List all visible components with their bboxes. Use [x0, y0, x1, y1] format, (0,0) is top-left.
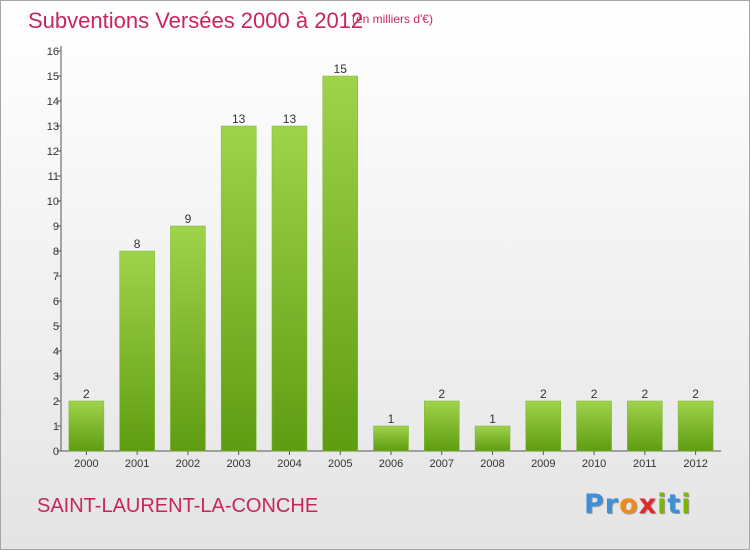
- logo-letter: i: [681, 489, 692, 520]
- bar-value-label: 1: [388, 412, 395, 426]
- x-tick-label: 2011: [633, 458, 657, 470]
- x-tick-label: 2004: [277, 458, 301, 470]
- logo-letter: i: [657, 489, 668, 520]
- bar[interactable]: [220, 125, 257, 452]
- y-tick-label: 1: [53, 421, 59, 433]
- y-tick-label: 12: [47, 146, 59, 158]
- y-tick-label: 2: [53, 396, 59, 408]
- bar-value-label: 2: [642, 387, 649, 401]
- y-tick-label: 0: [53, 446, 59, 458]
- y-tick-label: 3: [53, 371, 59, 383]
- x-tick-label: 2000: [74, 458, 98, 470]
- bar-value-label: 1: [489, 412, 496, 426]
- bar[interactable]: [373, 425, 409, 452]
- x-tick-label: 2001: [125, 458, 149, 470]
- y-tick-label: 9: [53, 221, 59, 233]
- bar-value-label: 9: [185, 212, 192, 226]
- logo-letter: t: [667, 489, 682, 520]
- x-tick-label: 2008: [480, 458, 504, 470]
- bar[interactable]: [424, 400, 460, 452]
- bar-value-label: 13: [232, 112, 246, 126]
- x-tick-label: 2006: [379, 458, 403, 470]
- y-tick-label: 14: [47, 96, 59, 108]
- logo-letter: o: [619, 489, 639, 520]
- y-tick-label: 6: [53, 296, 59, 308]
- y-tick-label: 10: [47, 196, 59, 208]
- y-tick-label: 4: [53, 346, 59, 358]
- logo-letter: r: [604, 489, 620, 520]
- y-tick-label: 7: [53, 271, 59, 283]
- y-tick-label: 11: [48, 171, 59, 183]
- bar-value-label: 2: [438, 387, 445, 401]
- bar-value-label: 8: [134, 237, 141, 251]
- bar[interactable]: [525, 400, 562, 452]
- bar-value-label: 2: [692, 387, 699, 401]
- bar[interactable]: [170, 225, 206, 452]
- bar[interactable]: [119, 250, 155, 452]
- chart-title: Subventions Versées 2000 à 2012: [28, 8, 364, 33]
- x-tick-label: 2002: [176, 458, 200, 470]
- bar[interactable]: [474, 425, 511, 452]
- commune-name: SAINT-LAURENT-LA-CONCHE: [37, 495, 319, 517]
- bar-value-label: 13: [283, 112, 297, 126]
- y-tick-label: 15: [47, 71, 59, 83]
- y-tick-label: 13: [47, 121, 59, 133]
- y-tick-label: 16: [47, 46, 59, 58]
- x-tick-label: 2007: [430, 458, 454, 470]
- x-tick-label: 2005: [328, 458, 352, 470]
- proxiti-logo[interactable]: Proxiti: [584, 489, 692, 520]
- x-tick-label: 2009: [531, 458, 555, 470]
- y-tick-label: 5: [53, 321, 59, 333]
- bar-value-label: 15: [334, 62, 348, 76]
- bar[interactable]: [576, 400, 612, 452]
- bar-value-label: 2: [540, 387, 547, 401]
- logo-letter: P: [584, 489, 605, 520]
- unit-note: (en milliers d'€): [352, 12, 433, 26]
- logo-letter: x: [638, 489, 658, 520]
- y-tick-label: 8: [53, 246, 59, 258]
- bar[interactable]: [677, 400, 714, 452]
- x-tick-label: 2012: [683, 458, 707, 470]
- bar-value-label: 2: [83, 387, 90, 401]
- bar[interactable]: [322, 75, 358, 452]
- bar[interactable]: [271, 125, 308, 452]
- x-tick-label: 2010: [582, 458, 606, 470]
- chart-labels: 2000 2 2001 8 2002 9 2003 13 2004 13 2005 15 2006 1 20…: [74, 62, 708, 470]
- chart-bars: [68, 75, 714, 452]
- bar[interactable]: [627, 400, 663, 452]
- bar-value-label: 2: [591, 387, 598, 401]
- bar[interactable]: [68, 400, 105, 452]
- x-tick-label: 2003: [226, 458, 250, 470]
